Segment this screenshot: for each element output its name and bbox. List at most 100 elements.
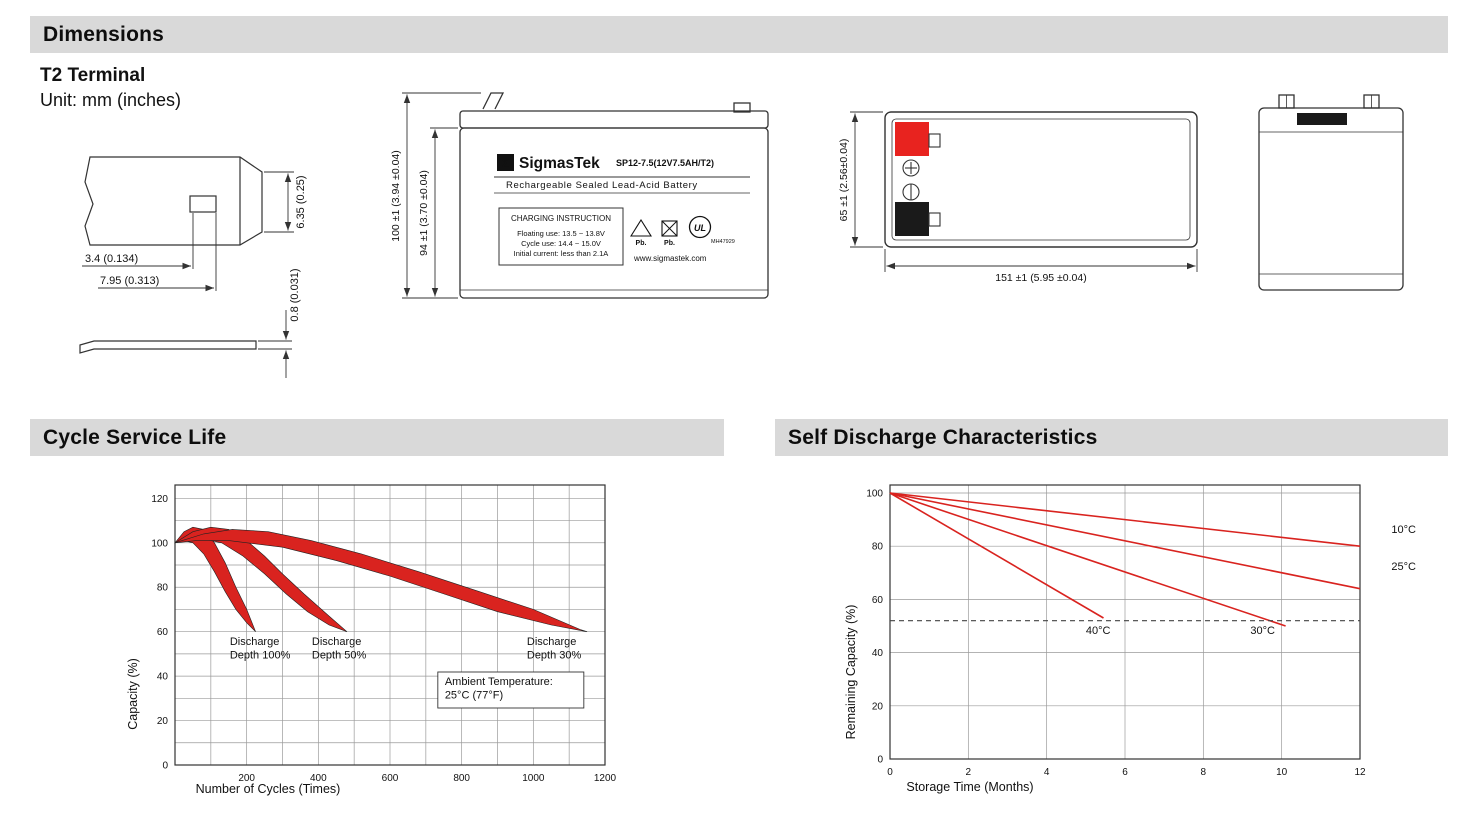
battery-top-outline bbox=[884, 111, 1198, 248]
svg-text:25°C: 25°C bbox=[1391, 561, 1416, 573]
dim-label-height-inner: 94 ±1 (3.70 ±0.04) bbox=[418, 170, 430, 256]
charging-line-floating: Floating use: 13.5 ~ 13.8V bbox=[517, 229, 605, 238]
svg-text:6: 6 bbox=[1122, 767, 1128, 778]
svg-text:80: 80 bbox=[157, 583, 169, 594]
terminal-dimension-lines bbox=[82, 171, 294, 378]
terminal-type-title: T2 Terminal bbox=[40, 65, 146, 86]
svg-text:60: 60 bbox=[157, 627, 169, 638]
dim-label-tab-width: 3.4 (0.134) bbox=[85, 253, 138, 265]
dim-label-depth: 65 ±1 (2.56±0.04) bbox=[838, 139, 850, 222]
dimensions-section-title: Dimensions bbox=[43, 22, 165, 46]
terminal-subheading: T2 Terminal Unit: mm (inches) bbox=[40, 64, 181, 112]
sigmastek-logo-box bbox=[497, 154, 514, 171]
svg-text:40: 40 bbox=[872, 648, 884, 659]
model-number: SP12-7.5(12V7.5AH/T2) bbox=[616, 158, 714, 168]
dim-label-blade-thickness: 0.8 (0.031) bbox=[289, 268, 301, 321]
svg-text:Discharge: Discharge bbox=[527, 636, 577, 648]
brand-name: SigmasTek bbox=[519, 155, 600, 172]
dim-label-tab-height: 6.35 (0.25) bbox=[295, 175, 307, 228]
self-discharge-section-header: Self Discharge Characteristics bbox=[775, 419, 1448, 456]
charging-instruction-box bbox=[498, 207, 624, 266]
svg-text:8: 8 bbox=[1201, 767, 1207, 778]
svg-text:30°C: 30°C bbox=[1250, 625, 1275, 637]
svg-text:40: 40 bbox=[157, 672, 169, 683]
svg-text:Depth 50%: Depth 50% bbox=[312, 650, 367, 662]
svg-text:10°C: 10°C bbox=[1391, 524, 1416, 536]
svg-text:0: 0 bbox=[162, 761, 168, 772]
self-discharge-chart: 0 2 4 6 8 10 12 0 20 40 60 80 100 10°C 25°C 40°C 30°C Sto… bbox=[844, 484, 1416, 794]
pb-label-1: Pb. bbox=[636, 240, 647, 247]
ul-mark-icon bbox=[688, 215, 712, 239]
svg-text:4: 4 bbox=[1044, 767, 1050, 778]
sigmastek-logo-icon: Σ bbox=[502, 157, 509, 171]
charging-line-initial: Initial current: less than 2.1A bbox=[514, 249, 609, 258]
ul-mark-text: UL bbox=[694, 223, 706, 233]
svg-text:Depth 100%: Depth 100% bbox=[230, 650, 291, 662]
svg-text:Number of Cycles (Times): Number of Cycles (Times) bbox=[196, 782, 341, 796]
svg-text:60: 60 bbox=[872, 595, 884, 606]
battery-end-outline bbox=[1258, 94, 1404, 291]
dim-label-tab-offset: 7.95 (0.313) bbox=[100, 275, 159, 287]
no-trash-pb-icon bbox=[661, 220, 678, 237]
charging-instruction-title: CHARGING INSTRUCTION bbox=[511, 214, 611, 223]
svg-text:Storage Time (Months): Storage Time (Months) bbox=[906, 780, 1033, 794]
svg-text:Remaining Capacity (%): Remaining Capacity (%) bbox=[844, 605, 858, 740]
svg-text:Depth 30%: Depth 30% bbox=[527, 650, 582, 662]
self-discharge-title: Self Discharge Characteristics bbox=[788, 425, 1098, 449]
plus-polarity-icon bbox=[902, 159, 920, 177]
terminal-side-view-shape bbox=[79, 340, 257, 354]
battery-type-text: Rechargeable Sealed Lead-Acid Battery bbox=[506, 180, 698, 191]
svg-text:80: 80 bbox=[872, 542, 884, 553]
end-view-label-strip bbox=[1297, 113, 1347, 125]
svg-text:Discharge: Discharge bbox=[230, 636, 280, 648]
charging-line-cycle: Cycle use: 14.4 ~ 15.0V bbox=[521, 239, 601, 248]
battery-front-outline bbox=[459, 92, 769, 299]
front-left-terminal-tab bbox=[482, 92, 505, 110]
top-view-dimension-lines bbox=[850, 111, 1198, 272]
svg-text:200: 200 bbox=[238, 773, 255, 784]
negative-terminal-marker bbox=[895, 202, 929, 236]
website-text: www.sigmastek.com bbox=[633, 254, 707, 263]
svg-text:1000: 1000 bbox=[522, 773, 545, 784]
cycle-service-life-title: Cycle Service Life bbox=[43, 425, 227, 449]
svg-text:1200: 1200 bbox=[594, 773, 617, 784]
svg-text:0: 0 bbox=[877, 755, 883, 766]
svg-text:100: 100 bbox=[151, 538, 168, 549]
svg-text:120: 120 bbox=[151, 494, 168, 505]
svg-text:12: 12 bbox=[1354, 767, 1366, 778]
battery-top-view-drawing: 65 ±1 (2.56±0.04) 151 ±1 (5.95 ±0.04) bbox=[838, 111, 1198, 284]
svg-text:600: 600 bbox=[382, 773, 399, 784]
svg-text:0: 0 bbox=[887, 767, 893, 778]
svg-text:Discharge: Discharge bbox=[312, 636, 362, 648]
ul-file-number: MH47929 bbox=[711, 239, 735, 245]
unit-label: Unit: mm (inches) bbox=[40, 90, 182, 110]
recycle-pb-icon bbox=[630, 218, 652, 237]
battery-label: Σ SigmasTek SP12-7.5(12V7.5AH/T2) Rechar… bbox=[494, 154, 750, 266]
front-dimension-lines bbox=[402, 92, 481, 299]
cycle-service-life-chart: 200 400 600 800 1000 1200 0 20 40 60 80 100 120 Disch… bbox=[126, 484, 617, 796]
terminal-tabs-and-polarity bbox=[902, 133, 941, 227]
svg-text:Capacity (%): Capacity (%) bbox=[126, 658, 140, 730]
battery-front-view-drawing: Σ SigmasTek SP12-7.5(12V7.5AH/T2) Rechar… bbox=[390, 92, 769, 299]
svg-text:40°C: 40°C bbox=[1086, 625, 1111, 637]
label-certification-icons: Pb. Pb. UL MH47929 bbox=[630, 215, 735, 247]
front-right-terminal-tab bbox=[733, 102, 751, 113]
svg-text:20: 20 bbox=[872, 701, 884, 712]
svg-text:Ambient Temperature:: Ambient Temperature: bbox=[445, 676, 553, 688]
svg-text:10: 10 bbox=[1276, 767, 1288, 778]
svg-text:400: 400 bbox=[310, 773, 327, 784]
dim-label-height-outer: 100 ±1 (3.94 ±0.04) bbox=[390, 150, 402, 242]
svg-text:100: 100 bbox=[866, 488, 883, 499]
positive-terminal-marker bbox=[895, 122, 929, 156]
cycle-service-life-section-header: Cycle Service Life bbox=[30, 419, 724, 456]
pb-label-2: Pb. bbox=[664, 240, 675, 247]
terminal-detail-drawing: 3.4 (0.134) 7.95 (0.313) 6.35 (0.25) 0.8… bbox=[79, 156, 307, 378]
terminal-top-view-shape bbox=[84, 156, 263, 246]
svg-text:2: 2 bbox=[966, 767, 972, 778]
dim-label-width: 151 ±1 (5.95 ±0.04) bbox=[995, 272, 1087, 284]
battery-end-view-drawing bbox=[1258, 94, 1404, 291]
dimensions-section-header: Dimensions bbox=[30, 16, 1448, 53]
svg-text:20: 20 bbox=[157, 716, 169, 727]
svg-text:25°C (77°F): 25°C (77°F) bbox=[445, 690, 503, 702]
